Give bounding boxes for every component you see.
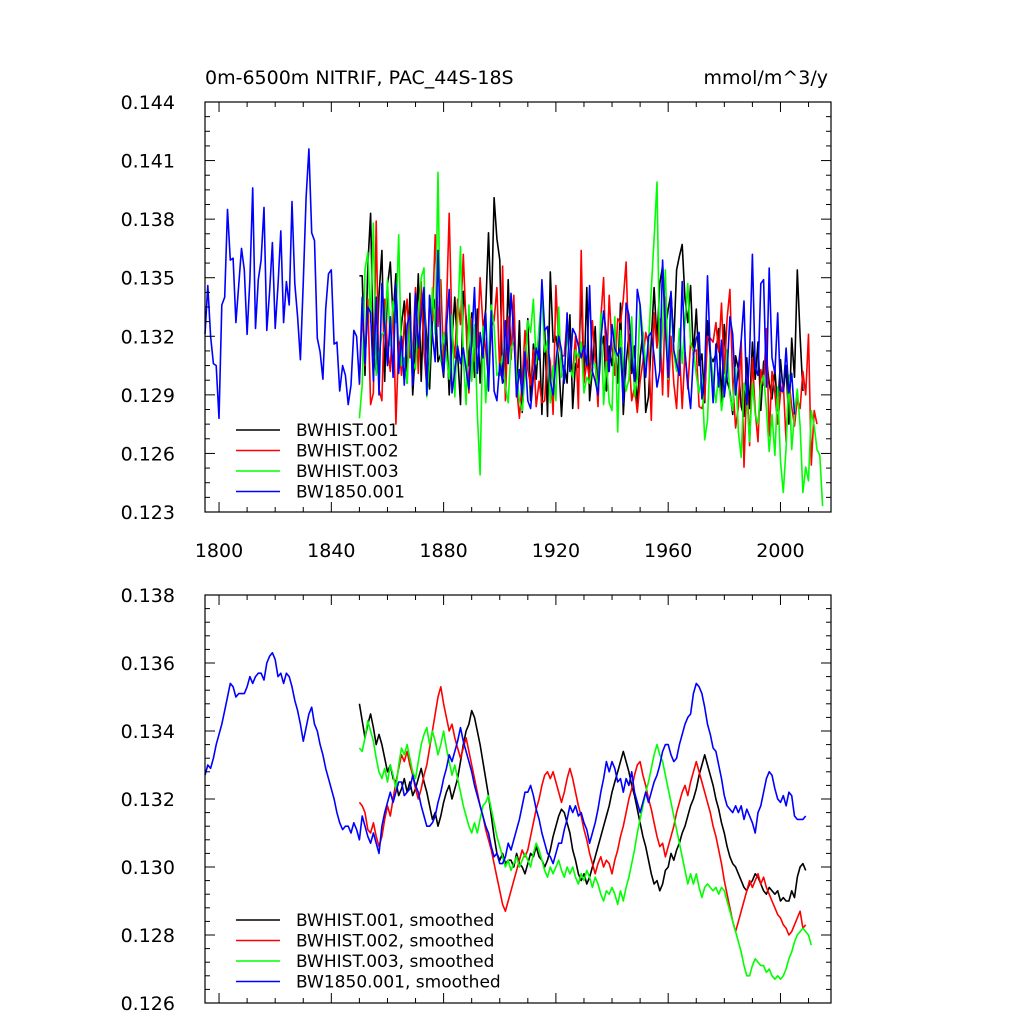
legend-label: BW1850.001, smoothed	[296, 973, 501, 993]
top-panel: 0.123 0.126 0.129 0.132 0.135 0.138 0.141 0.144…	[121, 92, 832, 562]
units-label: mmol/m^3/y	[704, 67, 828, 89]
legend-label: BWHIST.002, smoothed	[296, 932, 494, 952]
legend-label: BW1850.001	[296, 483, 405, 503]
y-tick-label: 0.135	[121, 268, 175, 290]
series-line-bottom-2	[358, 719, 813, 981]
y-tick-label: 0.134	[121, 721, 175, 743]
y-tick-label: 0.123	[121, 502, 175, 524]
series-line-top-2	[358, 171, 824, 507]
y-tick-label: 0.138	[121, 209, 175, 231]
x-tick-label: 1920	[532, 540, 580, 562]
y-tick-label: 0.126	[121, 443, 175, 465]
y-tick-label: 0.130	[121, 857, 175, 879]
legend-label: BWHIST.003, smoothed	[296, 952, 494, 972]
y-tick-label: 0.128	[121, 925, 175, 947]
legend-label: BWHIST.002	[296, 442, 399, 462]
x-tick-label: 1800	[195, 540, 243, 562]
legend-label: BWHIST.001	[296, 421, 399, 441]
y-tick-label: 0.132	[121, 326, 175, 348]
y-tick-label: 0.144	[121, 92, 175, 114]
y-tick-label: 0.126	[121, 993, 175, 1015]
series-line-bottom-0	[358, 703, 807, 902]
bottom-panel: 0.126 0.128 0.130 0.132 0.134 0.136 0.138 BWHIS…	[121, 585, 832, 1015]
series-line-bottom-3	[204, 651, 807, 865]
y-tick-label: 0.129	[121, 385, 175, 407]
legend-label: BWHIST.001, smoothed	[296, 911, 494, 931]
x-tick-label: 1960	[644, 540, 692, 562]
x-tick-label: 1880	[419, 540, 467, 562]
chart-title: 0m-6500m NITRIF, PAC_44S-18S	[205, 67, 514, 89]
y-tick-label: 0.136	[121, 653, 175, 675]
legend-label: BWHIST.003	[296, 462, 399, 482]
x-tick-label: 2000	[756, 540, 804, 562]
x-tick-label: 1840	[307, 540, 355, 562]
y-tick-label: 0.141	[121, 151, 175, 173]
y-tick-label: 0.132	[121, 789, 175, 811]
y-tick-label: 0.138	[121, 585, 175, 607]
series-line-top-3	[204, 148, 796, 420]
